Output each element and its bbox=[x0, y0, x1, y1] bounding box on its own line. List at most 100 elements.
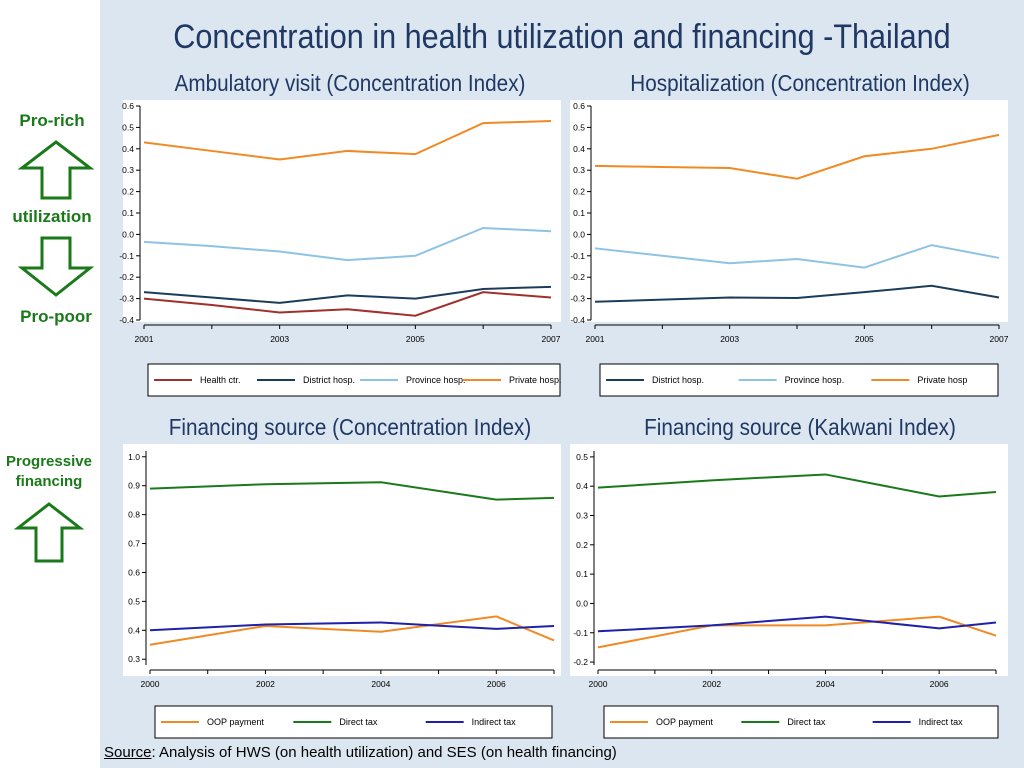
y-tick-label: -0.4 bbox=[119, 315, 134, 325]
x-tick-label: 2007 bbox=[990, 334, 1009, 344]
y-tick-label: 0.1 bbox=[122, 208, 134, 218]
legend-label: Province hosp. bbox=[406, 375, 466, 385]
y-tick-label: 0.3 bbox=[576, 510, 588, 520]
legend-label: Direct tax bbox=[339, 717, 378, 727]
legend-label: Health ctr. bbox=[200, 375, 241, 385]
x-tick-label: 2005 bbox=[406, 334, 425, 344]
y-tick-label: -0.3 bbox=[119, 294, 134, 304]
y-tick-label: 0.2 bbox=[576, 540, 588, 550]
y-tick-label: 0.5 bbox=[128, 596, 140, 606]
legend-label: Indirect tax bbox=[472, 717, 517, 727]
utilization-label: utilization bbox=[12, 207, 92, 226]
legend-label: District hosp. bbox=[652, 375, 704, 385]
series-line bbox=[594, 244, 1000, 269]
x-tick-label: 2000 bbox=[141, 679, 160, 689]
plot-area bbox=[570, 100, 1008, 322]
y-tick-label: 0.5 bbox=[576, 452, 588, 462]
x-tick-label: 2006 bbox=[930, 679, 949, 689]
y-tick-label: -0.1 bbox=[119, 251, 134, 261]
legend-label: Province hosp. bbox=[785, 375, 845, 385]
x-tick-label: 2003 bbox=[270, 334, 289, 344]
legend-box bbox=[603, 705, 999, 739]
x-tick-label: 2005 bbox=[855, 334, 874, 344]
source-label: Source bbox=[104, 744, 152, 761]
series-line bbox=[143, 285, 552, 304]
x-tick-label: 2007 bbox=[542, 334, 561, 344]
y-tick-label: 0.5 bbox=[573, 122, 585, 132]
chart-title-financing-concentration: Financing source (Concentration Index) bbox=[168, 414, 532, 440]
y-tick-label: -0.2 bbox=[119, 272, 134, 282]
x-tick-label: 2006 bbox=[487, 679, 506, 689]
y-tick-label: 0.4 bbox=[122, 144, 134, 154]
y-tick-label: -0.1 bbox=[570, 251, 585, 261]
y-tick-label: 0.6 bbox=[128, 567, 140, 577]
series-line bbox=[149, 621, 555, 632]
y-tick-label: -0.2 bbox=[573, 657, 588, 667]
plot-area bbox=[123, 444, 561, 676]
legend-box bbox=[599, 363, 999, 397]
series-line bbox=[594, 133, 1000, 180]
progressive-label: Progressive bbox=[6, 453, 92, 470]
x-tick-label: 2001 bbox=[135, 334, 154, 344]
x-tick-label: 2000 bbox=[589, 679, 608, 689]
source-footnote: Source: Analysis of HWS (on health utili… bbox=[104, 744, 617, 761]
y-tick-label: 0.4 bbox=[576, 481, 588, 491]
chart-title-hospitalization: Hospitalization (Concentration Index) bbox=[630, 70, 970, 96]
y-tick-label: 0.3 bbox=[122, 165, 134, 175]
y-tick-label: 0.6 bbox=[573, 101, 585, 111]
plot-area bbox=[570, 444, 1008, 676]
x-tick-label: 2002 bbox=[256, 679, 275, 689]
legend-label: Indirect tax bbox=[919, 717, 964, 727]
y-tick-label: 0.0 bbox=[576, 598, 588, 608]
y-tick-label: 0.8 bbox=[128, 510, 140, 520]
y-tick-label: 0.1 bbox=[576, 569, 588, 579]
y-tick-label: 0.2 bbox=[573, 187, 585, 197]
financing-label: financing bbox=[15, 473, 83, 490]
pro-rich-label: Pro-rich bbox=[19, 111, 85, 130]
y-tick-label: -0.1 bbox=[573, 628, 588, 638]
y-tick-label: 0.7 bbox=[128, 539, 140, 549]
series-line bbox=[597, 473, 997, 498]
x-tick-label: 2003 bbox=[720, 334, 739, 344]
y-tick-label: 0.9 bbox=[128, 481, 140, 491]
y-tick-label: 0.1 bbox=[573, 208, 585, 218]
series-line bbox=[149, 481, 555, 501]
y-tick-label: 0.3 bbox=[128, 654, 140, 664]
series-line bbox=[143, 119, 552, 161]
y-tick-label: 0.5 bbox=[122, 122, 134, 132]
y-tick-label: -0.4 bbox=[570, 315, 585, 325]
x-tick-label: 2004 bbox=[816, 679, 835, 689]
legend-label: District hosp. bbox=[303, 375, 355, 385]
y-tick-label: -0.3 bbox=[570, 294, 585, 304]
up-arrow-icon bbox=[18, 140, 94, 200]
y-tick-label: 0.4 bbox=[128, 625, 140, 635]
slide-title: Concentration in health utilization and … bbox=[173, 18, 951, 56]
pro-poor-label: Pro-poor bbox=[20, 307, 92, 326]
y-tick-label: 0.4 bbox=[573, 144, 585, 154]
y-tick-label: 0.0 bbox=[573, 229, 585, 239]
y-tick-label: 0.0 bbox=[122, 229, 134, 239]
progressive-up-arrow-icon bbox=[14, 502, 84, 563]
plot-area bbox=[123, 100, 561, 322]
chart-title-financing-kakwani: Financing source (Kakwani Index) bbox=[644, 414, 956, 440]
legend-label: OOP payment bbox=[656, 717, 713, 727]
y-tick-label: 0.2 bbox=[122, 187, 134, 197]
legend-label: Private hosp. bbox=[509, 375, 562, 385]
series-line bbox=[594, 284, 1000, 303]
y-tick-label: 0.6 bbox=[122, 101, 134, 111]
series-line bbox=[149, 615, 555, 646]
x-tick-label: 2002 bbox=[702, 679, 721, 689]
legend-box bbox=[154, 705, 553, 739]
y-tick-label: 1.0 bbox=[128, 452, 140, 462]
source-text: : Analysis of HWS (on health utilization… bbox=[151, 744, 617, 761]
x-tick-label: 2001 bbox=[586, 334, 605, 344]
y-tick-label: -0.2 bbox=[570, 272, 585, 282]
legend-label: OOP payment bbox=[207, 717, 264, 727]
x-tick-label: 2004 bbox=[371, 679, 390, 689]
series-line bbox=[143, 226, 552, 262]
y-tick-label: 0.3 bbox=[573, 165, 585, 175]
legend-label: Private hosp bbox=[917, 375, 967, 385]
down-arrow-icon bbox=[18, 236, 94, 297]
series-line bbox=[597, 615, 997, 649]
